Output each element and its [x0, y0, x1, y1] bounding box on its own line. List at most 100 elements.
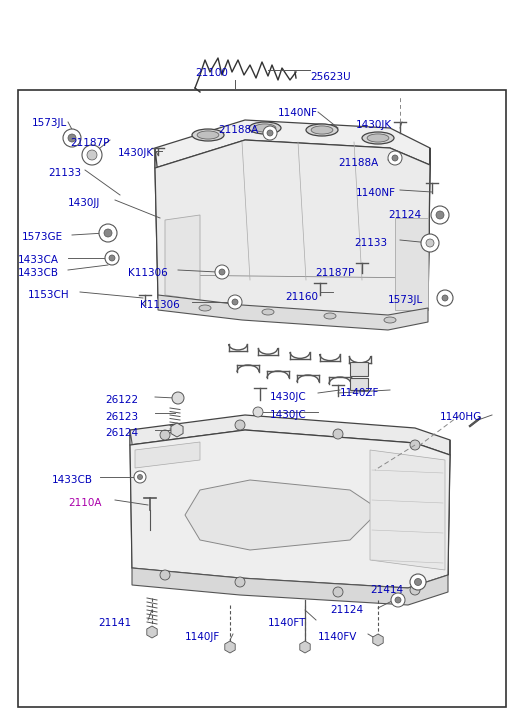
Circle shape: [414, 579, 421, 585]
Circle shape: [232, 299, 238, 305]
Text: 21133: 21133: [48, 168, 81, 178]
Text: 21141: 21141: [98, 618, 131, 628]
Circle shape: [137, 475, 143, 480]
Text: 1153CH: 1153CH: [28, 290, 69, 300]
Circle shape: [410, 574, 426, 590]
Text: 1573JL: 1573JL: [388, 295, 423, 305]
Bar: [18, 90, 506, 707]
Circle shape: [436, 211, 444, 219]
Polygon shape: [428, 148, 430, 310]
Circle shape: [105, 251, 119, 265]
Text: 21414: 21414: [370, 585, 403, 595]
Ellipse shape: [362, 132, 394, 144]
Circle shape: [87, 150, 97, 160]
Ellipse shape: [249, 122, 281, 134]
Polygon shape: [185, 480, 380, 550]
Bar: [350, 378, 368, 390]
Polygon shape: [135, 442, 200, 468]
Circle shape: [160, 570, 170, 580]
Ellipse shape: [384, 317, 396, 323]
Text: 21133: 21133: [354, 238, 387, 248]
Polygon shape: [155, 120, 430, 168]
Circle shape: [267, 130, 273, 136]
Text: 1430JJ: 1430JJ: [68, 198, 100, 208]
Polygon shape: [158, 295, 428, 330]
Text: 26122: 26122: [105, 395, 138, 405]
Circle shape: [391, 593, 405, 607]
Text: 21187P: 21187P: [315, 268, 354, 278]
Circle shape: [160, 430, 170, 440]
Polygon shape: [132, 568, 448, 605]
Circle shape: [68, 134, 76, 142]
Ellipse shape: [192, 129, 224, 141]
Circle shape: [333, 429, 343, 439]
Text: 21124: 21124: [330, 605, 363, 615]
Circle shape: [228, 295, 242, 309]
Circle shape: [388, 151, 402, 165]
Text: 1140FT: 1140FT: [268, 618, 306, 628]
Text: 2110A: 2110A: [68, 498, 101, 508]
Text: 25623U: 25623U: [310, 72, 351, 82]
Polygon shape: [395, 218, 428, 310]
Text: 21188A: 21188A: [338, 158, 378, 168]
Text: 1433CB: 1433CB: [18, 268, 59, 278]
Circle shape: [235, 577, 245, 587]
Circle shape: [172, 392, 184, 404]
Text: 26123: 26123: [105, 412, 138, 422]
Polygon shape: [155, 148, 162, 308]
Ellipse shape: [254, 124, 276, 132]
Ellipse shape: [199, 305, 211, 311]
Circle shape: [410, 585, 420, 595]
Circle shape: [215, 265, 229, 279]
Ellipse shape: [262, 309, 274, 315]
Text: 1430JK: 1430JK: [356, 120, 392, 130]
Ellipse shape: [367, 134, 389, 142]
Text: 1140FV: 1140FV: [318, 632, 358, 642]
Text: 1430JK: 1430JK: [118, 148, 154, 158]
Circle shape: [109, 255, 115, 261]
Circle shape: [134, 471, 146, 483]
Polygon shape: [155, 140, 430, 318]
Polygon shape: [448, 440, 450, 575]
Ellipse shape: [197, 131, 219, 139]
Circle shape: [63, 129, 81, 147]
Polygon shape: [130, 430, 135, 572]
Circle shape: [82, 145, 102, 165]
Ellipse shape: [306, 124, 338, 136]
Circle shape: [410, 440, 420, 450]
Circle shape: [442, 295, 448, 301]
Text: 1430JC: 1430JC: [270, 392, 307, 402]
Text: 1573GE: 1573GE: [22, 232, 63, 242]
Circle shape: [235, 420, 245, 430]
Text: 21188A: 21188A: [218, 125, 258, 135]
Circle shape: [263, 126, 277, 140]
Text: 21160: 21160: [285, 292, 318, 302]
Text: 21187P: 21187P: [70, 138, 110, 148]
Text: 1140HG: 1140HG: [440, 412, 482, 422]
Circle shape: [437, 290, 453, 306]
Text: K11306: K11306: [140, 300, 180, 310]
Text: 1433CA: 1433CA: [18, 255, 59, 265]
Ellipse shape: [311, 126, 333, 134]
Text: 1573JL: 1573JL: [32, 118, 67, 128]
Text: 1140NF: 1140NF: [278, 108, 318, 118]
Text: 26124: 26124: [105, 428, 138, 438]
Polygon shape: [130, 415, 450, 455]
Circle shape: [421, 234, 439, 252]
Circle shape: [426, 239, 434, 247]
Ellipse shape: [324, 313, 336, 319]
Polygon shape: [130, 430, 450, 588]
Bar: [350, 362, 368, 376]
Circle shape: [333, 587, 343, 597]
Text: 1430JC: 1430JC: [270, 410, 307, 420]
Text: 1140NF: 1140NF: [356, 188, 396, 198]
Circle shape: [99, 224, 117, 242]
Circle shape: [253, 407, 263, 417]
Circle shape: [431, 206, 449, 224]
Text: K11306: K11306: [128, 268, 168, 278]
Circle shape: [392, 155, 398, 161]
Text: 21100: 21100: [195, 68, 228, 78]
Polygon shape: [165, 215, 200, 300]
Circle shape: [219, 269, 225, 275]
Circle shape: [104, 229, 112, 237]
